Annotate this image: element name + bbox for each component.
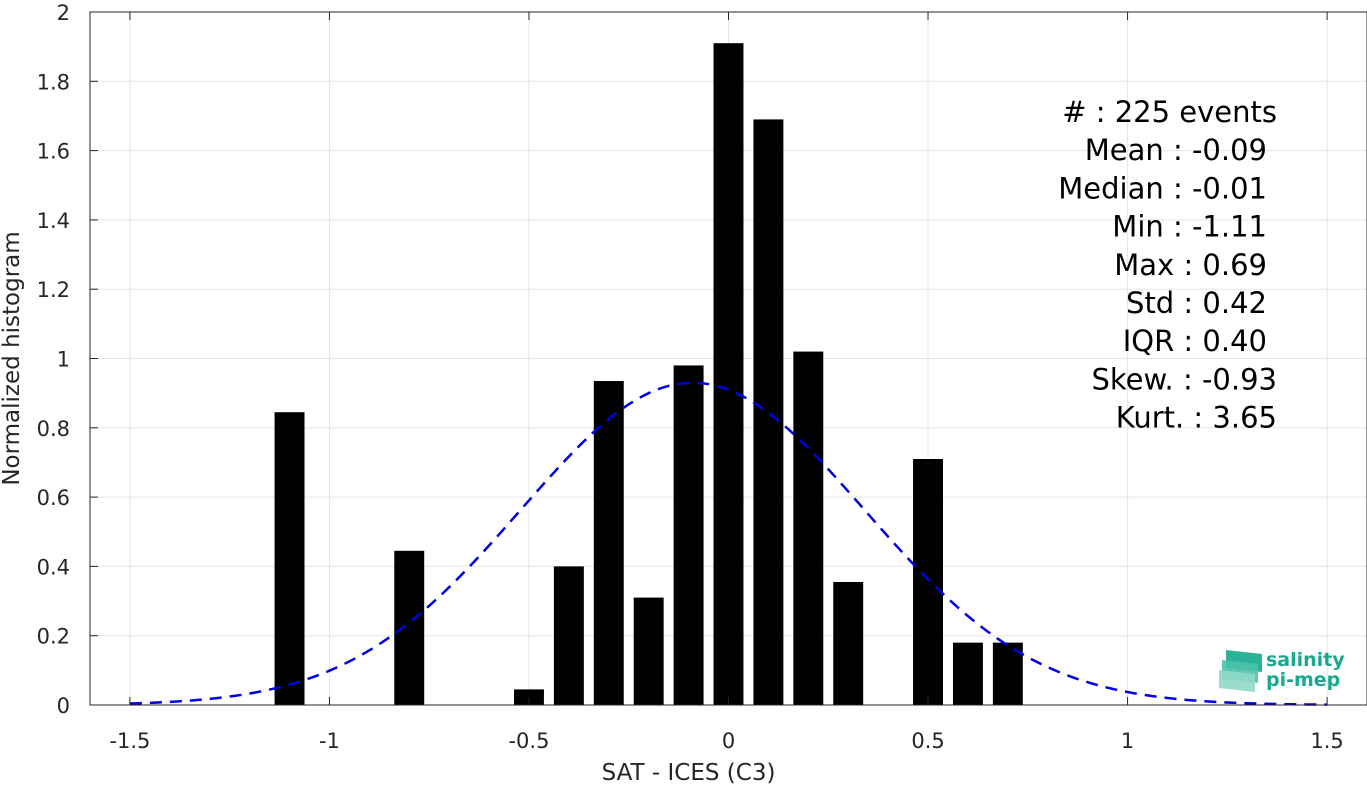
histogram-bar [753,119,784,706]
stat-line: Max : 0.69 [1114,248,1267,282]
stat-line: Kurt. : 3.65 [1116,401,1277,435]
histogram-bar [713,43,744,706]
y-tick-label: 1 [57,348,70,372]
y-tick-label: 0.6 [37,486,70,510]
stat-line: Std : 0.42 [1126,286,1267,320]
histogram-bar [394,550,425,705]
y-tick-label: 2 [57,1,70,25]
stat-line: # : 225 events [1062,95,1277,129]
wave-layers-icon [1219,650,1262,692]
x-tick-label: 0 [722,729,735,753]
x-tick-label: 1.5 [1310,729,1343,753]
histogram-bar [593,381,624,705]
statistics-box: # : 225 events Mean : -0.09 Median : -0.01… [1058,95,1277,435]
logo-text-salinity: salinity [1266,649,1345,671]
y-tick-labels: 0 0.2 0.4 0.6 0.8 1 1.2 1.4 1.6 1.8 2 [37,1,70,718]
stat-line: Min : -1.11 [1112,210,1267,244]
histogram-bar [992,642,1023,705]
stat-line: Mean : -0.09 [1085,133,1267,167]
y-tick-label: 0 [57,694,70,718]
y-tick-label: 0.2 [37,625,70,649]
x-tick-label: -0.5 [508,729,549,753]
histogram-bars [274,43,1023,706]
y-tick-label: 1.4 [37,209,70,233]
x-tick-labels: -1.5 -1 -0.5 0 0.5 1 1.5 [109,729,1343,753]
y-tick-label: 1.2 [37,278,70,302]
histogram-bar [274,412,305,705]
gaussian-fit-curve [129,381,1328,706]
x-axis-label: SAT - ICES (C3) [602,760,776,785]
logo-text-pi-mep: pi-mep [1266,669,1340,691]
x-tick-label: 0.5 [911,729,944,753]
axis-ticks [90,11,1328,706]
stat-line: Skew. : -0.93 [1091,362,1277,396]
y-tick-label: 0.4 [37,555,70,579]
histogram-bar [833,581,864,705]
y-tick-label: 1.6 [37,140,70,164]
histogram-bar [952,642,983,705]
x-tick-label: -1.5 [109,729,150,753]
x-tick-label: 1 [1121,729,1134,753]
histogram-bar [793,351,824,705]
y-tick-label: 1.8 [37,70,70,94]
histogram-bar [913,458,943,705]
histogram-bar [633,597,664,705]
x-tick-label: -1 [319,729,340,753]
y-tick-label: 0.8 [37,417,70,441]
histogram-bar [673,365,704,705]
stat-line: Median : -0.01 [1058,171,1267,205]
y-axis-label: Normalized histogram [0,231,25,485]
stat-line: IQR : 0.40 [1123,324,1267,358]
histogram-bar [553,566,584,705]
salinity-pi-mep-logo: salinity pi-mep [1219,649,1345,692]
